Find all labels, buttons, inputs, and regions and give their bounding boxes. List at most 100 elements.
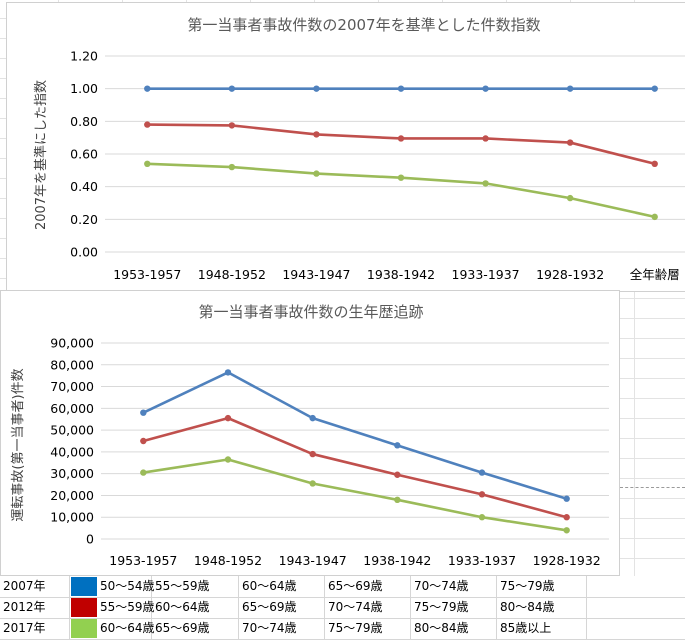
- x-tick-label: 1953-1957: [109, 553, 177, 568]
- series-1-point: [228, 85, 236, 92]
- series-line-2: [142, 416, 568, 519]
- legend-age: 60～64歳: [97, 618, 155, 639]
- x-tick-label: 全年齢層: [630, 267, 680, 282]
- series-2-point: [228, 122, 236, 129]
- legend-age: 75～79歳: [497, 576, 587, 597]
- y-axis-label: 運転事故(第一当事者)件数: [11, 368, 26, 521]
- y-tick-label: 70,000: [50, 379, 94, 394]
- y-tick-label: 1.20: [70, 49, 98, 64]
- series-3-point: [309, 480, 316, 487]
- legend-age: 85歳以上: [497, 618, 587, 639]
- legend-table: 2007年 50～54歳 55～59歳 60～64歳 65～69歳 70～74歳 75～79…: [0, 576, 685, 640]
- series-1-point: [224, 369, 232, 376]
- legend-age: 60～64歳: [152, 597, 239, 618]
- y-tick-label: 40,000: [50, 444, 94, 459]
- series-3-point: [651, 213, 658, 221]
- x-tick-label: 1943-1947: [279, 553, 347, 568]
- x-tick-label: 1933-1937: [448, 553, 516, 568]
- series-line-3: [147, 162, 655, 219]
- series-3-point: [478, 514, 486, 521]
- x-tick-label: 1933-1937: [452, 267, 520, 282]
- series-2-point: [397, 135, 405, 142]
- series-3-point: [224, 456, 232, 463]
- series-line-1: [142, 371, 568, 500]
- legend-row: 2017年 60～64歳 65～69歳 70～74歳 75～79歳 80～84歳 85歳以上: [0, 618, 685, 640]
- legend-age: 70～74歳: [239, 618, 325, 639]
- y-axis-label: 2007年を基準にした指数: [33, 80, 49, 230]
- legend-age: 70～74歳: [325, 597, 411, 618]
- series-3-point: [563, 527, 570, 534]
- series-2-point: [313, 131, 320, 138]
- series-1-point: [313, 85, 320, 92]
- legend-year: 2017年: [0, 618, 70, 639]
- legend-swatch: [71, 619, 97, 638]
- series-1-point: [397, 85, 405, 92]
- series-1-point: [309, 414, 316, 422]
- legend-age: 65～69歳: [239, 597, 325, 618]
- y-tick-label: 0.80: [70, 114, 98, 129]
- series-1-point: [566, 85, 574, 92]
- series-1-point: [144, 85, 151, 92]
- x-tick-label: 1938-1942: [367, 267, 435, 282]
- y-tick-label: 20,000: [50, 488, 94, 503]
- legend-age: 50～54歳: [97, 576, 155, 597]
- legend-age: 65～69歳: [325, 576, 411, 597]
- series-1-point: [394, 442, 401, 449]
- series-2-point: [224, 414, 232, 422]
- y-tick-label: 0.20: [70, 212, 98, 227]
- chart-title: 第一当事者事故件数の2007年を基準とした件数指数: [187, 16, 540, 34]
- series-3-point: [482, 180, 489, 187]
- series-3-point: [228, 163, 236, 171]
- series-2-point: [651, 160, 658, 167]
- legend-age: 75～79歳: [411, 597, 497, 618]
- legend-age: 80～84歳: [497, 597, 587, 618]
- chart-title: 第一当事者事故件数の生年歴追跡: [198, 303, 423, 321]
- index-chart-svg: 第一当事者事故件数の2007年を基準とした件数指数 2007年を基準にした指数 0.…: [33, 16, 685, 282]
- cohort-chart[interactable]: 第一当事者事故件数の生年歴追跡運転事故(第一当事者)件数 0 10,000 20,00…: [0, 290, 620, 576]
- y-tick-label: 1.00: [70, 81, 98, 96]
- y-tick-label: 0: [86, 532, 94, 547]
- y-tick-label: 60,000: [50, 401, 94, 416]
- y-tick-label: 30,000: [50, 466, 94, 481]
- legend-year: 2012年: [0, 597, 70, 618]
- y-tick-label: 0.00: [70, 245, 98, 260]
- series-3-point: [394, 496, 401, 503]
- series-3-point: [140, 469, 147, 476]
- y-tick-label: 0.40: [70, 179, 98, 194]
- legend-age: 55～59歳: [152, 576, 239, 597]
- legend-age: 75～79歳: [325, 618, 411, 639]
- x-tick-label: 1943-1947: [282, 267, 350, 282]
- legend-swatch: [71, 577, 97, 596]
- legend-age: 65～69歳: [152, 618, 239, 639]
- x-tick-label: 1938-1942: [363, 553, 431, 568]
- legend-row: 2007年 50～54歳 55～59歳 60～64歳 65～69歳 70～74歳 75～79…: [0, 576, 685, 598]
- series-2-point: [563, 514, 570, 521]
- series-3-point: [313, 170, 320, 177]
- x-tick-label: 1948-1952: [194, 553, 262, 568]
- x-tick-label: 1953-1957: [113, 267, 181, 282]
- series-1-point: [482, 85, 489, 92]
- legend-year: 2007年: [0, 576, 70, 597]
- legend-age: 60～64歳: [239, 576, 325, 597]
- series-2-point: [482, 135, 489, 142]
- x-tick-label: 1928-1932: [536, 267, 604, 282]
- legend-age: 70～74歳: [411, 576, 497, 597]
- series-2-point: [140, 437, 147, 445]
- series-1-point: [140, 409, 147, 416]
- legend-swatch: [71, 598, 97, 617]
- dashed-divider: [620, 487, 685, 488]
- legend-row: 2012年 55～59歳 60～64歳 65～69歳 70～74歳 75～79歳 80～84…: [0, 597, 685, 619]
- series-line-3: [143, 458, 567, 532]
- series-line-2: [147, 123, 656, 166]
- series-2-point: [478, 491, 486, 498]
- y-tick-label: 90,000: [50, 336, 94, 351]
- index-chart[interactable]: 第一当事者事故件数の2007年を基準とした件数指数 2007年を基準にした指数 0.…: [6, 2, 685, 292]
- series-2-point: [144, 121, 151, 128]
- series-2-point: [394, 471, 401, 478]
- y-tick-label: 50,000: [50, 423, 94, 438]
- series-3-point: [566, 194, 574, 202]
- y-tick-label: 80,000: [50, 357, 94, 372]
- y-tick-label: 10,000: [50, 510, 94, 525]
- y-tick-label: 0.60: [70, 147, 98, 162]
